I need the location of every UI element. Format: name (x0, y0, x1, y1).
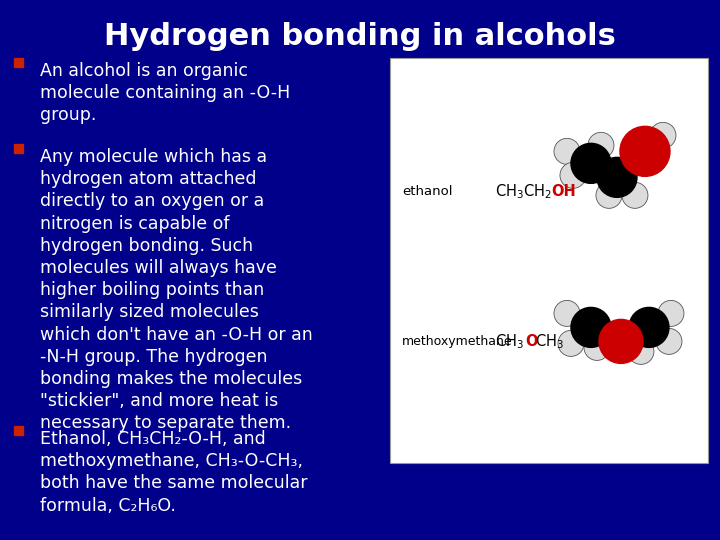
Circle shape (658, 300, 684, 326)
Text: CH$_3$CH$_2$: CH$_3$CH$_2$ (495, 183, 552, 201)
Circle shape (558, 330, 584, 356)
Circle shape (629, 307, 669, 347)
Text: Ethanol, CH₃CH₂-O-H, and
methoxymethane, CH₃-O-CH₃,
both have the same molecular: Ethanol, CH₃CH₂-O-H, and methoxymethane,… (40, 430, 307, 515)
Circle shape (650, 123, 676, 148)
Text: methoxymethane: methoxymethane (402, 335, 513, 348)
Text: ethanol: ethanol (402, 185, 452, 198)
Text: CH$_3$: CH$_3$ (495, 332, 524, 351)
Circle shape (596, 183, 622, 208)
Bar (14, 57, 23, 66)
Bar (14, 426, 23, 435)
Circle shape (554, 300, 580, 326)
Circle shape (656, 328, 682, 354)
Text: Hydrogen bonding in alcohols: Hydrogen bonding in alcohols (104, 22, 616, 51)
Text: O: O (525, 334, 538, 349)
Circle shape (571, 307, 611, 347)
Circle shape (584, 334, 610, 360)
Circle shape (620, 126, 670, 177)
Circle shape (571, 143, 611, 184)
Text: OH: OH (551, 184, 576, 199)
Circle shape (588, 132, 614, 158)
Circle shape (560, 163, 586, 188)
Circle shape (597, 157, 637, 197)
Circle shape (599, 319, 643, 363)
Text: CH$_3$: CH$_3$ (535, 332, 564, 351)
Text: An alcohol is an organic
molecule containing an -O-H
group.: An alcohol is an organic molecule contai… (40, 62, 290, 124)
Bar (14, 144, 23, 152)
Circle shape (622, 183, 648, 208)
Text: Any molecule which has a
hydrogen atom attached
directly to an oxygen or a
nitro: Any molecule which has a hydrogen atom a… (40, 148, 312, 433)
Bar (390, 58, 708, 463)
Circle shape (628, 339, 654, 364)
Circle shape (554, 138, 580, 164)
